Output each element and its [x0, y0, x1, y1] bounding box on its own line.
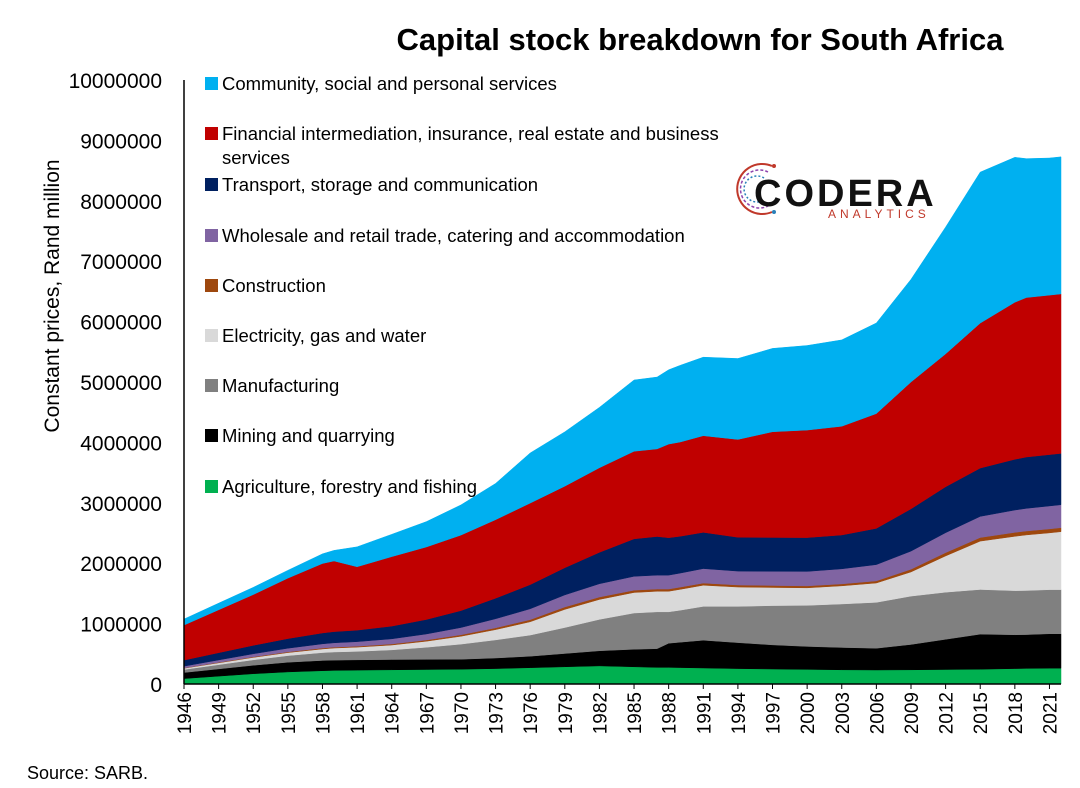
y-axis-label: Constant prices, Rand million [41, 159, 64, 432]
x-tick-label: 1979 [556, 692, 577, 734]
x-tick-label: 1970 [452, 692, 473, 734]
chart-title: Capital stock breakdown for South Africa [397, 22, 1005, 57]
source-note: Source: SARB. [27, 763, 148, 783]
x-tick-label: 1976 [521, 692, 542, 734]
x-tick-label: 2003 [833, 692, 854, 734]
x-tick-label: 1961 [348, 692, 369, 734]
legend-swatch [205, 429, 218, 442]
legend-swatch [205, 127, 218, 140]
legend-label: Financial intermediation, insurance, rea… [222, 123, 719, 168]
x-tick-label: 1949 [210, 692, 231, 734]
area-series-9 [183, 156, 1062, 626]
y-tick-label: 2000000 [80, 553, 162, 576]
x-tick-label: 1997 [764, 692, 785, 734]
legend-label: Mining and quarrying [222, 425, 395, 446]
x-tick-label: 1988 [660, 692, 681, 734]
x-tick-label: 1985 [625, 692, 646, 734]
legend-label: Construction [222, 275, 326, 296]
x-tick-label: 1958 [313, 692, 334, 734]
area-layer [183, 156, 1062, 685]
x-tick-label: 1946 [175, 692, 196, 734]
x-tick-label: 1982 [590, 692, 611, 734]
legend-label: Agriculture, forestry and fishing [222, 476, 477, 497]
x-tick-label: 2015 [971, 692, 992, 734]
x-tick-label: 2018 [1006, 692, 1027, 734]
y-tick-labels: 0 1000000 2000000 3000000 4000000 5000000 6000… [69, 70, 162, 697]
y-tick-label: 9000000 [80, 130, 162, 153]
y-tick-label: 7000000 [80, 251, 162, 274]
legend-swatch [205, 329, 218, 342]
legend-label: Wholesale and retail trade, catering and… [222, 225, 685, 246]
x-tick-label: 1994 [729, 692, 750, 735]
legend-label: Transport, storage and communication [222, 174, 538, 195]
x-tick-label: 2000 [798, 692, 819, 734]
legend-label: Electricity, gas and water [222, 325, 426, 346]
x-tick-labels: 1946 1949 1952 1955 1958 1961 1964 1967 1970 1973… [175, 684, 1061, 734]
legend-swatch [205, 229, 218, 242]
y-tick-label: 4000000 [80, 432, 162, 455]
legend-swatch [205, 178, 218, 191]
x-tick-label: 1991 [694, 692, 715, 734]
y-tick-label: 3000000 [80, 493, 162, 516]
logo-wordmark: CODERA [754, 173, 937, 215]
x-tick-label: 1967 [417, 692, 438, 734]
x-tick-label: 1973 [487, 692, 508, 734]
legend-swatch [205, 379, 218, 392]
x-tick-label: 2021 [1040, 692, 1061, 734]
logo-subtitle: ANALYTICS [828, 207, 930, 221]
y-tick-label: 8000000 [80, 191, 162, 214]
y-tick-label: 0 [150, 674, 162, 697]
x-tick-label: 1964 [383, 692, 404, 735]
x-tick-label: 2009 [902, 692, 923, 734]
x-tick-label: 1952 [244, 692, 265, 734]
axes [183, 80, 1061, 685]
logo-circuit-icon [736, 163, 776, 215]
legend-swatch [205, 77, 218, 90]
codera-logo: CODERA ANALYTICS [736, 163, 937, 221]
legend-label: Manufacturing [222, 375, 339, 396]
legend: Community, social and personal services F… [205, 73, 719, 497]
x-tick-label: 2012 [937, 692, 958, 734]
y-tick-label: 6000000 [80, 312, 162, 335]
x-tick-label: 2006 [867, 692, 888, 734]
legend-swatch [205, 480, 218, 493]
legend-swatch [205, 279, 218, 292]
y-tick-label: 1000000 [80, 614, 162, 637]
legend-label: Community, social and personal services [222, 73, 557, 94]
y-tick-label: 10000000 [69, 70, 162, 93]
y-tick-label: 5000000 [80, 372, 162, 395]
x-tick-label: 1955 [279, 692, 300, 734]
